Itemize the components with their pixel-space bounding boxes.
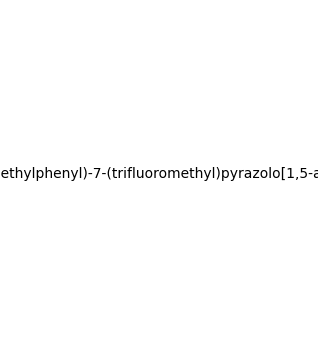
Text: N-(2-methoxyethyl)-5-(4-methylphenyl)-7-(trifluoromethyl)pyrazolo[1,5-a]pyrimidi: N-(2-methoxyethyl)-5-(4-methylphenyl)-7-… [0,167,318,181]
